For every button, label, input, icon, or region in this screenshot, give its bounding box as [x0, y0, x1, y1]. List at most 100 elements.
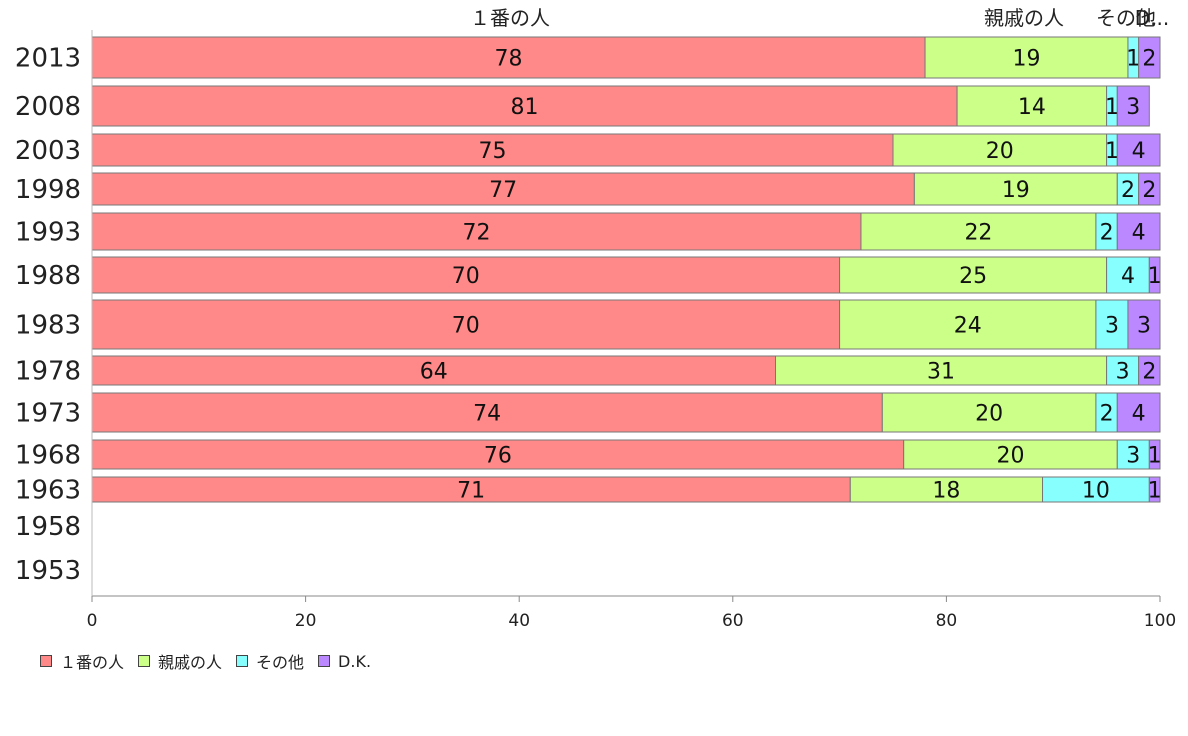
data-label: 10	[1082, 479, 1110, 504]
data-label: 72	[462, 221, 490, 246]
data-label: 75	[479, 139, 507, 164]
x-tick-label: 40	[508, 611, 530, 631]
legend-item: D.K.	[318, 652, 371, 671]
bar-segment	[91, 212, 862, 251]
bar-segment	[1116, 392, 1161, 433]
bar-segment	[881, 392, 1097, 433]
legend-item: 親戚の人	[138, 649, 222, 673]
legend-label: 親戚の人	[158, 653, 223, 672]
data-label: 2	[1121, 178, 1135, 203]
data-label: 3	[1137, 314, 1151, 339]
y-tick-label: 1993	[15, 218, 81, 248]
bar-segment	[1138, 172, 1161, 206]
data-label: 1	[1105, 139, 1119, 164]
bar-segment	[1148, 439, 1161, 470]
bar-segment	[91, 172, 915, 206]
data-label: 1	[1148, 264, 1162, 289]
bar-segment	[91, 256, 841, 294]
top-series-label: その他	[1096, 6, 1156, 30]
data-label: 2	[1142, 47, 1156, 72]
legend-swatch	[138, 655, 151, 667]
y-tick-label: 1978	[15, 357, 81, 387]
x-tick-label: 80	[936, 611, 958, 631]
bar-segment	[775, 355, 1108, 386]
bar-segment	[892, 133, 1108, 167]
data-label: 64	[420, 360, 448, 385]
data-label: 20	[975, 402, 1003, 427]
data-label: 74	[473, 402, 501, 427]
legend-item: その他	[236, 649, 304, 673]
legend-swatch	[318, 655, 331, 667]
data-label: 3	[1126, 95, 1140, 120]
data-label: 3	[1126, 444, 1140, 469]
x-tick-label: 100	[1144, 611, 1176, 631]
data-label: 76	[484, 444, 512, 469]
y-tick-label: 1963	[15, 476, 81, 506]
legend-label: １番の人	[60, 653, 125, 672]
y-tick-label: 2008	[15, 92, 81, 122]
bar-segment	[1116, 85, 1150, 127]
data-label: 20	[996, 444, 1024, 469]
y-tick-label: 1953	[15, 556, 81, 586]
top-series-label: 親戚の人	[984, 6, 1064, 30]
bar-segment	[956, 85, 1108, 127]
data-label: 2	[1142, 360, 1156, 385]
legend-label: D.K.	[338, 651, 372, 671]
bar-segment	[91, 85, 958, 127]
data-label: 19	[1002, 178, 1030, 203]
bar-segment	[839, 299, 1097, 350]
bar-segment	[849, 476, 1044, 503]
data-label: 24	[954, 314, 982, 339]
bar-segment	[860, 212, 1097, 251]
bar-segment	[1106, 355, 1140, 386]
data-label: 1	[1105, 95, 1119, 120]
data-label: 78	[495, 47, 523, 72]
data-label: 4	[1121, 264, 1135, 289]
bar-segment	[91, 36, 926, 79]
x-tick-label: 60	[722, 611, 744, 631]
bar-segment	[839, 256, 1108, 294]
bar-segment	[903, 439, 1118, 470]
data-label: 4	[1132, 139, 1146, 164]
data-label: 14	[1018, 95, 1046, 120]
data-label: 25	[959, 264, 987, 289]
data-label: 19	[1013, 47, 1041, 72]
data-label: 20	[986, 139, 1014, 164]
bar-segment	[1148, 256, 1161, 294]
y-tick-label: 2003	[15, 136, 81, 166]
data-label: 71	[457, 479, 485, 504]
data-label: 4	[1132, 402, 1146, 427]
bar-segment	[91, 355, 777, 386]
y-tick-label: 2013	[15, 44, 81, 74]
y-tick-label: 1983	[15, 311, 81, 341]
data-label: 70	[452, 264, 480, 289]
y-tick-label: 1998	[15, 175, 81, 205]
x-tick-label: 0	[87, 611, 98, 631]
data-label: 31	[927, 360, 955, 385]
x-tick-label: 20	[295, 611, 317, 631]
data-label: 70	[452, 314, 480, 339]
bar-segment	[1042, 476, 1150, 503]
y-tick-label: 1988	[15, 261, 81, 291]
chart-legend: １番の人 親戚の人 その他 D.K.	[40, 649, 385, 673]
bar-segment	[91, 299, 841, 350]
data-label: 2	[1100, 402, 1114, 427]
top-series-label: １番の人	[470, 6, 550, 30]
data-label: 1	[1148, 444, 1162, 469]
legend-swatch	[236, 655, 249, 667]
y-tick-label: 1968	[15, 441, 81, 471]
data-label: 2	[1142, 178, 1156, 203]
legend-label: その他	[256, 653, 305, 672]
bar-segment	[1138, 36, 1161, 79]
data-label: 3	[1105, 314, 1119, 339]
bar-segment	[1116, 133, 1161, 167]
bar-segment	[1095, 299, 1129, 350]
data-label: 18	[932, 479, 960, 504]
bar-segment	[913, 172, 1118, 206]
data-label: 81	[511, 95, 539, 120]
bar-segment	[1116, 212, 1161, 251]
data-label: 22	[964, 221, 992, 246]
bar-segment	[1138, 355, 1161, 386]
data-label: 77	[489, 178, 517, 203]
